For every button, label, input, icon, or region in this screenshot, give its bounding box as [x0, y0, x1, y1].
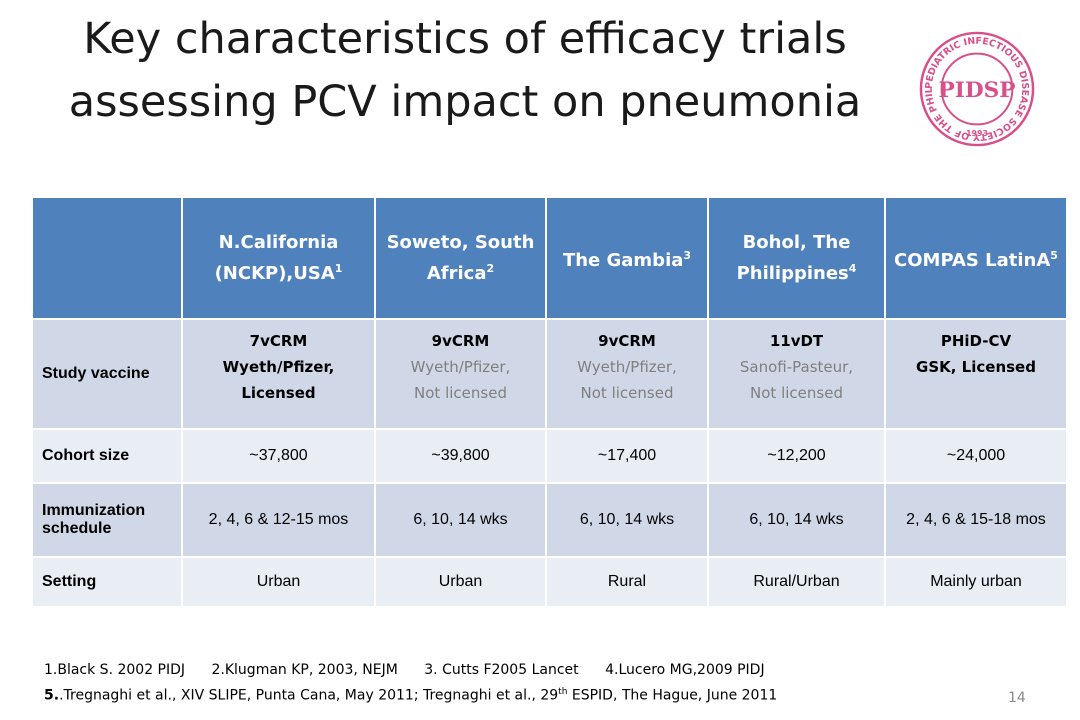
table-row-cohort-size: Cohort size ~37,800 ~39,800 ~17,400 ~12,… — [31, 428, 1068, 484]
reference-item: 1.Black S. 2002 PIDJ — [44, 662, 186, 678]
header-blank-cell — [31, 196, 183, 320]
table-cell: 7vCRM Wyeth/Pfizer, Licensed — [181, 318, 376, 430]
table-cell: 6, 10, 14 wks — [707, 482, 886, 558]
column-header: Soweto, South Africa2 — [374, 196, 547, 320]
table-cell: ~17,400 — [545, 428, 709, 484]
references: 1.Black S. 2002 PIDJ 2.Klugman KP, 2003,… — [44, 659, 1024, 707]
table-row-setting: Setting Urban Urban Rural Rural/Urban Ma… — [31, 556, 1068, 608]
table-cell: Mainly urban — [884, 556, 1068, 608]
table-cell: Rural/Urban — [707, 556, 886, 608]
column-header: COMPAS LatinA5 — [884, 196, 1068, 320]
table-cell: Rural — [545, 556, 709, 608]
table-cell: PHiD-CV GSK, Licensed — [884, 318, 1068, 430]
table-cell: 6, 10, 14 wks — [374, 482, 547, 558]
reference-item: 3. Cutts F2005 Lancet — [424, 662, 579, 678]
table-cell: ~37,800 — [181, 428, 376, 484]
table-cell: ~24,000 — [884, 428, 1068, 484]
logo-year: 1993 — [966, 129, 988, 138]
table-row-schedule: Immunization schedule 2, 4, 6 & 12-15 mo… — [31, 482, 1068, 558]
slide-title-line1: Key characteristics of efficacy trials — [83, 14, 847, 64]
slide-title: Key characteristics of efficacy trials a… — [40, 8, 890, 134]
table-row-study-vaccine: Study vaccine 7vCRM Wyeth/Pfizer, Licens… — [31, 318, 1068, 430]
reference-item: 2.Klugman KP, 2003, NEJM — [211, 662, 398, 678]
table-cell: ~39,800 — [374, 428, 547, 484]
row-label: Setting — [31, 556, 183, 608]
slide-title-line2: assessing PCV impact on pneumonia — [68, 77, 862, 127]
column-header: The Gambia3 — [545, 196, 709, 320]
table-cell: Urban — [374, 556, 547, 608]
page-number: 14 — [1008, 690, 1026, 706]
row-label: Cohort size — [31, 428, 183, 484]
table-cell: 2, 4, 6 & 15-18 mos — [884, 482, 1068, 558]
pidsp-seal-icon: PEDIATRIC INFECTIOUS DISEASE SOCIETY OF … — [918, 30, 1035, 147]
column-header: Bohol, The Philippines4 — [707, 196, 886, 320]
references-line1: 1.Black S. 2002 PIDJ 2.Klugman KP, 2003,… — [44, 659, 1024, 681]
references-line2: 5..Tregnaghi et al., XIV SLIPE, Punta Ca… — [44, 687, 778, 704]
trials-table: N.California (NCKP),USA1 Soweto, South A… — [31, 196, 1068, 608]
table-cell: ~12,200 — [707, 428, 886, 484]
table-cell: Urban — [181, 556, 376, 608]
row-label: Immunization schedule — [31, 482, 183, 558]
table-cell: 2, 4, 6 & 12-15 mos — [181, 482, 376, 558]
row-label: Study vaccine — [31, 318, 183, 430]
table-cell: 9vCRM Wyeth/Pfizer, Not licensed — [545, 318, 709, 430]
table-header-row: N.California (NCKP),USA1 Soweto, South A… — [31, 196, 1068, 320]
reference-item: 4.Lucero MG,2009 PIDJ — [605, 662, 765, 678]
table-cell: 9vCRM Wyeth/Pfizer, Not licensed — [374, 318, 547, 430]
logo-mark: PIDSP — [938, 78, 1015, 103]
table-cell: 6, 10, 14 wks — [545, 482, 709, 558]
table-cell: 11vDT Sanofi-Pasteur, Not licensed — [707, 318, 886, 430]
column-header: N.California (NCKP),USA1 — [181, 196, 376, 320]
